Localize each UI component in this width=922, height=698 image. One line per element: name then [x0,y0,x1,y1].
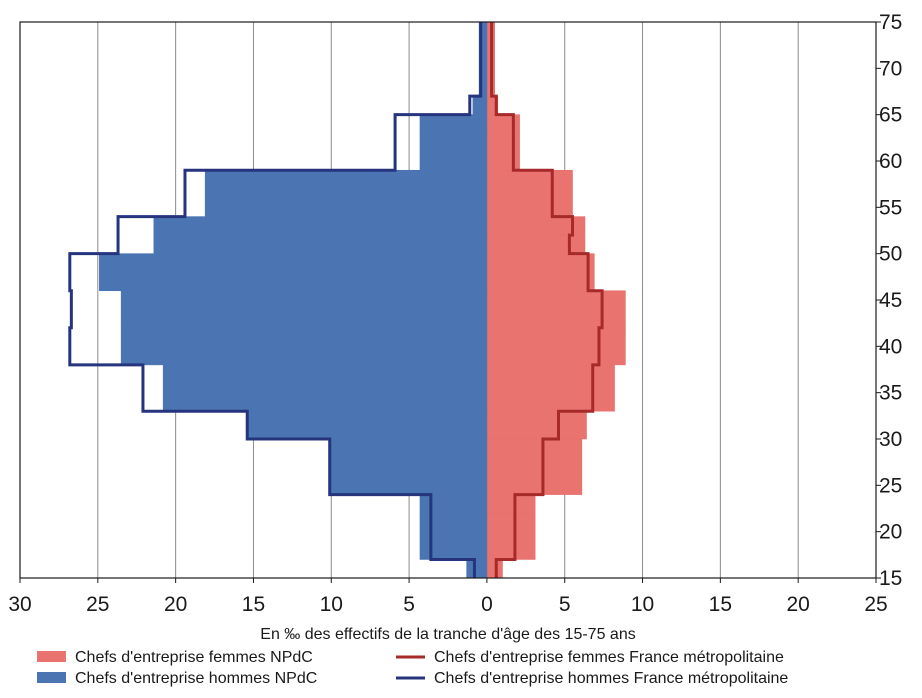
bar-hommes-npdc [419,132,488,171]
bar-hommes-npdc [466,559,488,579]
bar-hommes-npdc [419,114,488,134]
bar-femmes-npdc [486,364,615,412]
y-tick-label: 15 [879,567,902,590]
bar-femmes-npdc [486,179,573,217]
line-hommes-france [68,22,483,578]
bar-femmes-npdc [486,216,586,236]
y-tick-label: 35 [879,382,902,405]
y-tick-label: 30 [879,428,902,451]
bar-femmes-npdc [486,253,595,292]
x-tick-label: 5 [403,593,415,616]
legend-label: Chefs d'entreprise femmes NPdC [75,649,313,666]
x-tick-label: 10 [320,593,343,616]
bar-hommes-npdc [204,179,488,217]
bar-femmes-npdc [486,290,626,329]
y-tick-label: 60 [879,150,902,173]
legend-label: Chefs d'entreprise hommes NPdC [75,670,317,687]
bar-hommes-npdc [99,253,488,292]
bar-hommes-npdc [153,234,488,254]
x-tick-label: 10 [631,593,654,616]
bar-femmes-npdc [486,512,536,560]
y-tick-label: 75 [879,11,902,34]
y-tick-label: 20 [879,521,902,544]
bar-hommes-npdc [248,410,488,440]
bar-hommes-npdc [153,216,488,236]
x-tick-label: 20 [164,593,187,616]
y-tick-label: 65 [879,104,902,127]
x-tick-label: 25 [86,593,109,616]
bar-femmes-npdc [486,327,626,366]
bar-femmes-npdc [486,410,587,440]
y-tick-label: 25 [879,474,902,497]
x-tick-label: 15 [242,593,265,616]
y-tick-label: 45 [879,289,902,312]
bar-femmes-npdc [486,494,536,514]
y-tick-label: 55 [879,196,902,219]
bar-hommes-npdc [472,95,488,115]
bar-hommes-npdc [120,290,488,329]
bar-hommes-npdc [329,457,488,495]
y-tick-label: 40 [879,335,902,358]
legend-swatch [37,672,66,683]
line-femmes-france [490,22,604,578]
bar-hommes-npdc [120,327,488,366]
y-tick-label: 70 [879,57,902,80]
x-tick-label: 30 [8,593,31,616]
y-tick-label: 50 [879,243,902,266]
x-axis-label: En ‰ des effectifs de la tranche d'âge d… [260,626,635,643]
bar-femmes-npdc [486,559,503,579]
legend-label: Chefs d'entreprise hommes France métropo… [434,670,788,687]
legend-label: Chefs d'entreprise femmes France métropo… [434,649,784,666]
bar-femmes-npdc [486,438,583,458]
x-tick-label: 25 [864,593,887,616]
x-tick-label: 20 [787,593,810,616]
bar-femmes-npdc [486,457,583,495]
x-tick-label: 15 [709,593,732,616]
bar-hommes-npdc [162,364,488,412]
x-tick-label: 5 [559,593,571,616]
legend-swatch [37,651,66,662]
bar-hommes-npdc [329,438,488,458]
x-tick-label: 0 [481,593,493,616]
